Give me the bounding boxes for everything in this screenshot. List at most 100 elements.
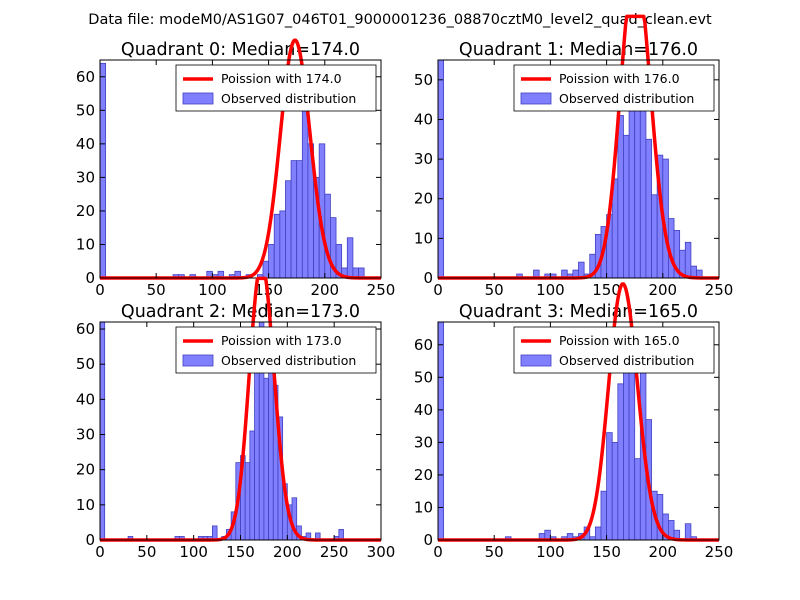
histogram-bar (651, 194, 658, 279)
axes-frame (99, 59, 382, 279)
y-tick-label: 40 (414, 110, 433, 128)
x-tick-label: 250 (367, 281, 396, 299)
histogram-bar (99, 321, 106, 541)
y-tick-label: 10 (414, 498, 433, 516)
legend-label-poisson: Poission with 176.0 (559, 71, 680, 86)
histogram-bar (254, 367, 260, 541)
y-tick-label: 0 (423, 531, 433, 549)
panel-title: Quadrant 3: Median=165.0 (459, 302, 698, 322)
histogram-bar (684, 241, 692, 279)
y-tick-label: 30 (76, 168, 95, 186)
y-tick-label: 50 (414, 71, 433, 89)
y-tick-label: 50 (76, 101, 95, 119)
histogram-bar (244, 462, 251, 541)
legend-label-observed: Observed distribution (221, 353, 356, 368)
histogram-bar (268, 367, 274, 541)
legend-label-observed: Observed distribution (559, 91, 694, 106)
y-tick-label: 60 (76, 320, 95, 338)
histogram-bar (279, 210, 286, 279)
panel-quadrant-3: Quadrant 3: Median=165.00 50 100 150 200 2500… (414, 282, 734, 561)
histogram-bar (611, 441, 619, 541)
histogram-bar (600, 490, 607, 541)
axes-frame (437, 321, 720, 541)
x-tick-label: 150 (226, 543, 255, 561)
legend-label-poisson: Poission with 174.0 (221, 71, 342, 86)
histogram-bar (324, 193, 331, 279)
x-tick-label: 0 (433, 543, 443, 561)
x-tick-label: 100 (198, 281, 227, 299)
x-tick-label: 100 (536, 543, 565, 561)
x-tick-label: 100 (536, 281, 565, 299)
panel-title: Quadrant 0: Median=174.0 (121, 40, 360, 60)
x-tick-label: 50 (485, 281, 504, 299)
y-tick-label: 20 (76, 202, 95, 220)
histogram-bar (578, 261, 585, 279)
legend-label-observed: Observed distribution (221, 91, 356, 106)
panel-quadrant-0: Quadrant 0: Median=174.00 50 100 150 200 2500… (76, 38, 396, 299)
legend-bar-swatch (520, 354, 552, 367)
histogram-bar (617, 115, 624, 279)
y-tick-label: 0 (423, 269, 433, 287)
y-tick-label: 20 (76, 461, 95, 479)
histogram-bar (273, 213, 281, 279)
y-tick-label: 10 (414, 229, 433, 247)
legend-bar-swatch (520, 92, 552, 105)
histogram-bar (628, 99, 636, 279)
histogram-bar (623, 134, 630, 279)
y-tick-label: 50 (76, 355, 95, 373)
x-tick-label: 100 (179, 543, 208, 561)
histogram-bar (437, 59, 445, 279)
y-tick-label: 30 (414, 433, 433, 451)
histogram-bar (594, 526, 602, 541)
legend-label-poisson: Poission with 173.0 (221, 333, 342, 348)
x-tick-label: 200 (310, 281, 339, 299)
y-tick-label: 60 (76, 68, 95, 86)
x-tick-label: 250 (320, 543, 349, 561)
legend-bar-swatch (182, 354, 214, 367)
y-tick-label: 50 (414, 368, 433, 386)
y-tick-label: 60 (414, 336, 433, 354)
y-tick-label: 30 (414, 150, 433, 168)
legend-label-observed: Observed distribution (559, 353, 694, 368)
x-tick-label: 250 (705, 281, 734, 299)
y-tick-label: 10 (76, 235, 95, 253)
y-tick-label: 0 (85, 269, 95, 287)
x-tick-label: 0 (95, 543, 105, 561)
x-tick-label: 250 (705, 543, 734, 561)
histogram-bar (639, 91, 647, 279)
histogram-bar (645, 138, 652, 279)
histogram-bar (606, 432, 613, 541)
histogram-bar (285, 180, 292, 279)
y-tick-label: 40 (414, 401, 433, 419)
histogram-bar (296, 160, 303, 279)
histogram-bar (634, 458, 641, 541)
legend-bar-swatch (182, 92, 214, 105)
x-tick-label: 0 (95, 281, 105, 299)
y-tick-label: 40 (76, 390, 95, 408)
x-tick-label: 150 (592, 543, 621, 561)
histogram-bar (263, 377, 269, 541)
x-tick-label: 50 (485, 543, 504, 561)
histogram-bar (617, 383, 624, 541)
panel-quadrant-1: Quadrant 1: Median=176.0 0 50 100 150 200 250 0… (414, 14, 734, 299)
figure-title: Data file: modeM0/AS1G07_046T01_90000012… (88, 12, 712, 28)
x-tick-label: 150 (592, 281, 621, 299)
x-tick-label: 200 (648, 543, 677, 561)
histogram-bar (262, 260, 270, 279)
x-tick-label: 300 (367, 543, 396, 561)
x-tick-label: 0 (433, 281, 443, 299)
panel-quadrant-2: Quadrant 2: Median=173.00 50 100 150 200 250 3… (76, 276, 396, 561)
histogram-bar (249, 430, 255, 541)
x-tick-label: 200 (273, 543, 302, 561)
x-tick-label: 200 (648, 281, 677, 299)
y-tick-label: 10 (76, 496, 95, 514)
histogram-bar (290, 160, 298, 279)
histogram-bar (211, 525, 218, 541)
x-tick-label: 50 (137, 543, 156, 561)
y-tick-label: 30 (76, 426, 95, 444)
y-tick-label: 0 (85, 531, 95, 549)
legend-label-poisson: Poission with 165.0 (559, 333, 680, 348)
histogram-bar (623, 357, 630, 541)
axes-frame (437, 59, 720, 279)
